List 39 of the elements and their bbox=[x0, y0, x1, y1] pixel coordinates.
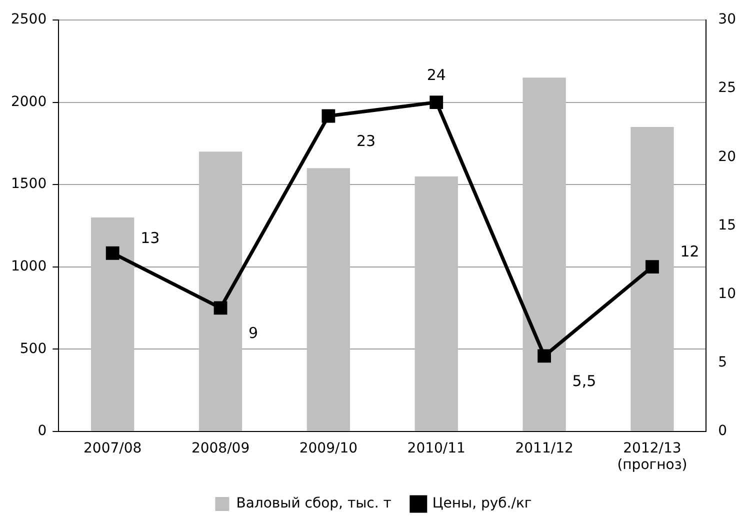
point bbox=[646, 260, 659, 274]
y2-tick-label: 5 bbox=[718, 354, 728, 370]
point bbox=[538, 349, 551, 363]
bar bbox=[414, 176, 458, 431]
point bbox=[106, 246, 120, 260]
point bbox=[322, 109, 336, 123]
y2-tick-label: 20 bbox=[718, 148, 736, 165]
y-tick-label: 2500 bbox=[10, 12, 47, 28]
y2-tick-label: 15 bbox=[718, 217, 736, 234]
y-tick-label: 1500 bbox=[10, 176, 47, 192]
y2-tick-label: 0 bbox=[718, 423, 728, 440]
x-tick-label: 2011/12 bbox=[515, 440, 574, 456]
data-label: 24 bbox=[426, 66, 446, 84]
legend-label: Валовый сбор, тыс. т bbox=[236, 496, 392, 512]
data-label: 9 bbox=[248, 324, 258, 342]
legend-label: Цены, руб./кг bbox=[432, 496, 532, 512]
y-tick-label: 500 bbox=[20, 340, 47, 357]
y2-tick-label: 30 bbox=[718, 12, 736, 28]
data-label: 12 bbox=[680, 242, 700, 261]
bar bbox=[630, 126, 674, 431]
data-label: 13 bbox=[140, 229, 160, 248]
data-label: 5,5 bbox=[572, 372, 596, 390]
bar bbox=[198, 152, 242, 431]
y-tick-label: 1000 bbox=[10, 258, 47, 274]
point bbox=[430, 96, 444, 109]
point bbox=[214, 301, 228, 315]
x-tick-label: 2009/10 bbox=[299, 440, 358, 456]
data-label: 23 bbox=[356, 132, 376, 150]
bar bbox=[91, 217, 134, 431]
x-tick-label: 2008/09 bbox=[191, 440, 250, 456]
x-tick-label: 2012/13 (прогноз) bbox=[617, 440, 688, 474]
x-tick-label: 2007/08 bbox=[84, 440, 142, 456]
y-tick-label: 0 bbox=[38, 423, 47, 440]
x-tick-label: 2010/11 bbox=[407, 440, 466, 456]
bar bbox=[306, 168, 350, 431]
bar bbox=[522, 78, 566, 431]
y-tick-label: 2000 bbox=[10, 94, 47, 110]
y2-tick-label: 25 bbox=[718, 80, 736, 96]
y2-tick-label: 10 bbox=[718, 286, 736, 302]
